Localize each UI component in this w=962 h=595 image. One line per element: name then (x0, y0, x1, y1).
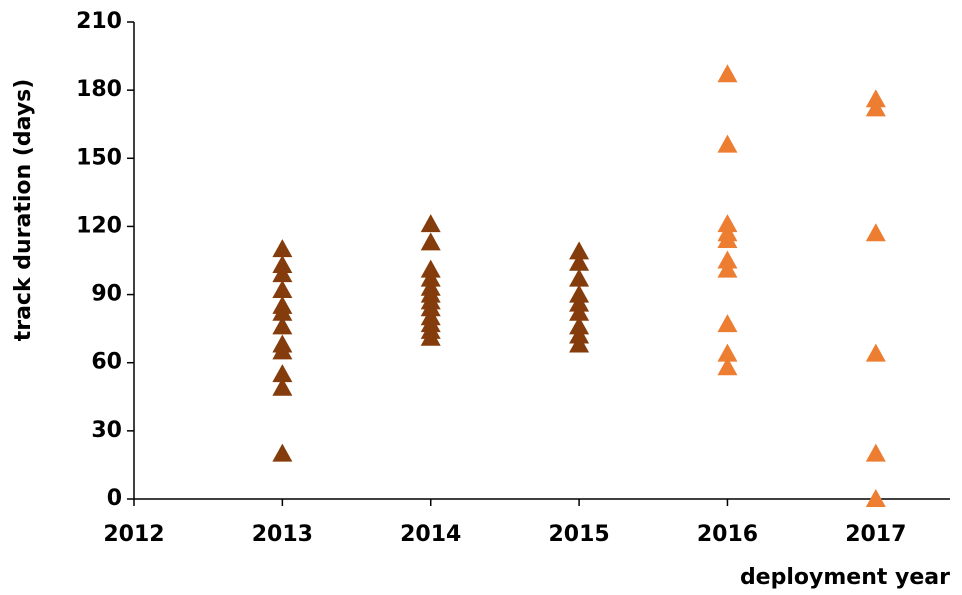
point (420, 232, 441, 251)
point (717, 259, 738, 278)
point (865, 89, 886, 108)
point (272, 255, 293, 274)
y-axis-label: track duration (days) (11, 79, 36, 342)
point (865, 443, 886, 462)
point (272, 364, 293, 383)
point (272, 316, 293, 335)
point (717, 250, 738, 269)
y-tick-label: 30 (91, 418, 122, 443)
x-tick-label: 2013 (252, 522, 313, 547)
y-tick-label: 120 (76, 213, 122, 238)
point (865, 223, 886, 242)
point (569, 334, 590, 353)
point (420, 268, 441, 287)
point (717, 357, 738, 376)
x-tick-label: 2014 (400, 522, 461, 547)
y-tick-label: 60 (91, 350, 122, 375)
point (272, 377, 293, 396)
point (272, 302, 293, 321)
point (569, 293, 590, 312)
point (569, 241, 590, 260)
point (272, 280, 293, 299)
point (420, 214, 441, 233)
point (717, 343, 738, 362)
point (569, 316, 590, 335)
point (569, 302, 590, 321)
point (569, 268, 590, 287)
y-tick-label: 180 (76, 77, 122, 102)
x-tick-label: 2015 (548, 522, 609, 547)
point (420, 259, 441, 278)
point (420, 298, 441, 317)
x-tick-label: 2017 (845, 522, 906, 547)
y-tick-label: 0 (107, 486, 122, 511)
point (569, 325, 590, 344)
y-tick-label: 150 (76, 145, 122, 170)
point (717, 214, 738, 233)
point (272, 264, 293, 283)
point (272, 341, 293, 360)
point (717, 230, 738, 249)
point (717, 134, 738, 153)
x-tick-label: 2016 (697, 522, 758, 547)
point (272, 443, 293, 462)
x-axis-label: deployment year (740, 565, 950, 590)
point (420, 327, 441, 346)
x-tick-label: 2012 (103, 522, 164, 547)
point (717, 314, 738, 333)
point (865, 98, 886, 117)
point (569, 252, 590, 271)
y-tick-label: 210 (76, 9, 122, 34)
point (865, 489, 886, 507)
point (569, 284, 590, 303)
point (865, 343, 886, 362)
point (717, 64, 738, 83)
y-tick-label: 90 (91, 282, 122, 307)
point (272, 239, 293, 258)
